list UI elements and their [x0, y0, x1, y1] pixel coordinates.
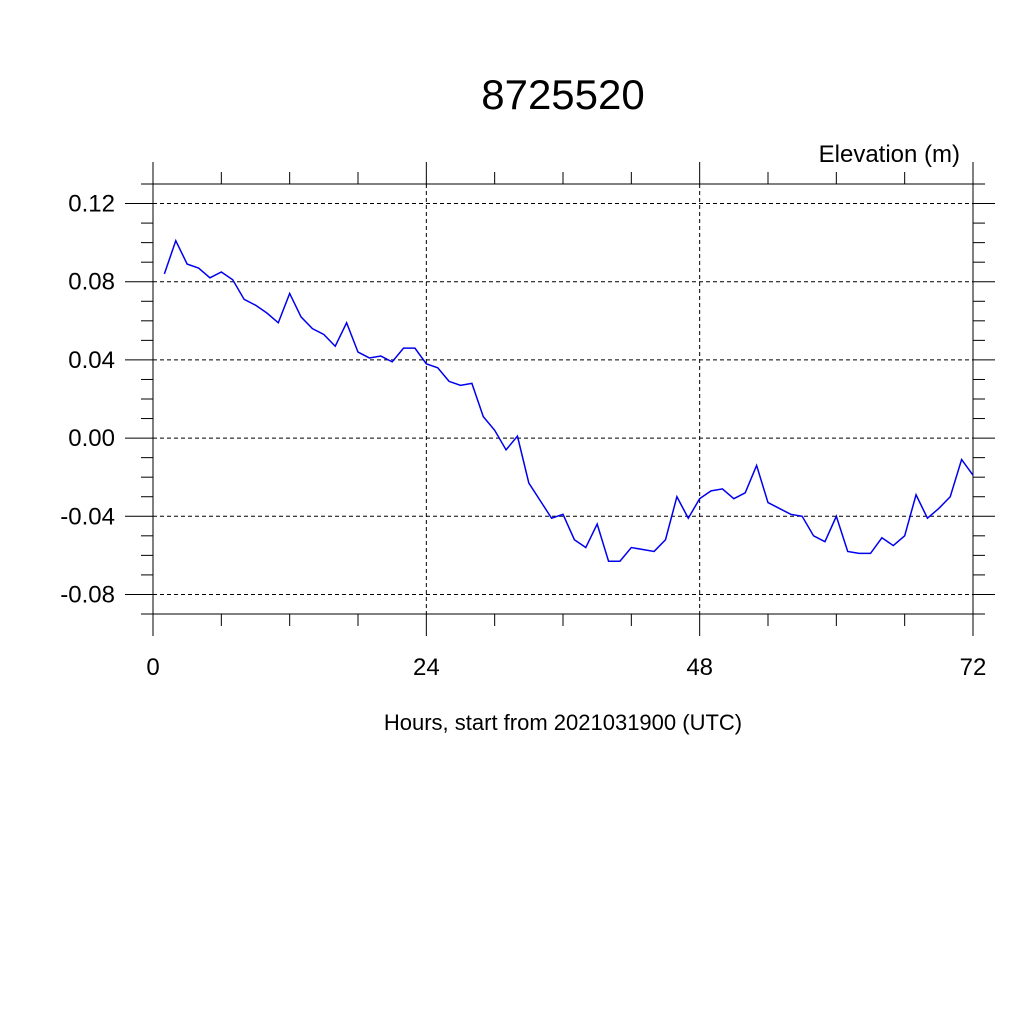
x-tick-label: 72 — [960, 654, 987, 681]
y-tick-label: 0.08 — [68, 269, 115, 296]
y-tick-label: 0.04 — [68, 347, 115, 374]
tick-labels: -0.08 -0.04 0.00 0.04 0.08 0.12 0 24 48 72 — [60, 191, 986, 681]
y-tick-label: 0.00 — [68, 425, 115, 452]
y-tick-label: -0.04 — [60, 503, 115, 530]
x-tick-label: 48 — [686, 654, 713, 681]
y-tick-label: -0.08 — [60, 581, 115, 608]
x-tick-label: 24 — [413, 654, 440, 681]
series-layer — [163, 238, 974, 562]
y-axis-label: Elevation (m) — [819, 141, 960, 168]
elevation-series-line — [163, 238, 974, 562]
chart-title: 8725520 — [481, 71, 645, 118]
y-tick-label: 0.12 — [68, 191, 115, 218]
x-tick-label: 0 — [146, 654, 159, 681]
axis-ticks — [125, 162, 995, 636]
x-axis-label: Hours, start from 2021031900 (UTC) — [384, 710, 742, 735]
plot-frame — [152, 183, 974, 615]
grid-lines — [153, 184, 973, 614]
